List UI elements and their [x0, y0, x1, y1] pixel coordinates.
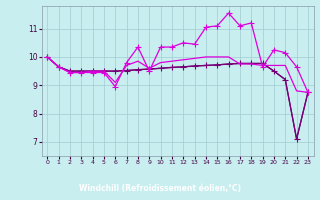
- Text: Windchill (Refroidissement éolien,°C): Windchill (Refroidissement éolien,°C): [79, 184, 241, 192]
